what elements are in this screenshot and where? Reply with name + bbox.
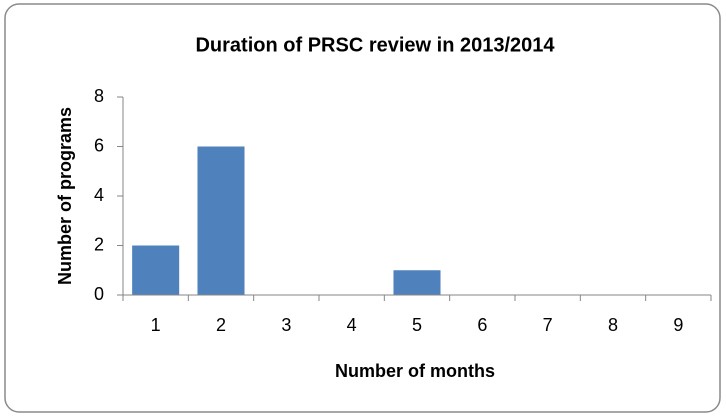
- bar: [132, 245, 180, 295]
- y-tick-label: 8: [94, 86, 104, 106]
- x-tick-label: 1: [151, 315, 161, 335]
- chart-title: Duration of PRSC review in 2013/2014: [195, 34, 555, 56]
- bar: [393, 270, 441, 295]
- x-tick-label: 3: [281, 315, 291, 335]
- x-tick-label: 8: [608, 315, 618, 335]
- x-tick-label: 6: [477, 315, 487, 335]
- bar: [197, 146, 245, 295]
- y-tick-label: 2: [94, 234, 104, 254]
- x-tick-label: 2: [216, 315, 226, 335]
- x-tick-label: 4: [347, 315, 357, 335]
- x-tick-label: 7: [543, 315, 553, 335]
- x-axis-label: Number of months: [335, 361, 495, 381]
- x-tick-label: 5: [412, 315, 422, 335]
- y-tick-label: 0: [94, 284, 104, 304]
- y-axis-label: Number of programs: [55, 107, 75, 285]
- y-tick-label: 6: [94, 135, 104, 155]
- chart-frame: [4, 3, 721, 413]
- y-tick-label: 4: [94, 185, 104, 205]
- x-tick-label: 9: [673, 315, 683, 335]
